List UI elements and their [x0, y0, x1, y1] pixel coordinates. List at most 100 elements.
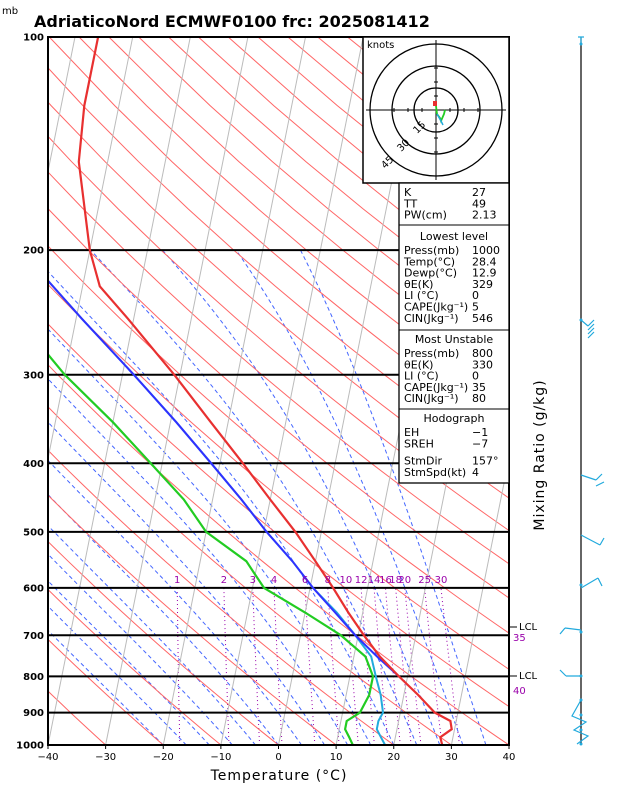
dry-adiabat-line — [48, 638, 164, 745]
pressure-tick-label: 500 — [23, 527, 44, 538]
index-label: Press(mb) — [404, 347, 459, 360]
temperature-tick-label: −10 — [210, 752, 231, 763]
dry-adiabat-line — [48, 207, 509, 599]
mixing-ratio-label: 20 — [398, 575, 411, 586]
index-value: 12.9 — [472, 267, 497, 280]
index-label: StmSpd(kt) — [404, 466, 466, 479]
wind-barb — [580, 473, 605, 487]
index-value: 546 — [472, 312, 493, 325]
wind-barb — [580, 577, 603, 589]
temperature-axis-labels: −40 −30 −20 −10 0 10 20 30 40 — [37, 745, 515, 763]
hodograph: knots 15 30 45 — [362, 36, 510, 184]
mixing-ratio-label: 6 — [302, 575, 308, 586]
hodograph-storm-marker — [433, 101, 437, 106]
index-label: Dewp(°C) — [404, 267, 457, 280]
index-value: 329 — [472, 278, 493, 291]
dry-adiabat-line — [48, 494, 337, 745]
moist-adiabat-line — [48, 270, 395, 745]
wind-barb — [580, 319, 595, 339]
index-value: 5 — [472, 301, 479, 314]
mixing-ratio-label-35: 35 — [513, 633, 526, 644]
mixing-ratio-line — [304, 587, 316, 745]
index-label: θE(K) — [404, 278, 433, 291]
moist-adiabat-line — [90, 249, 418, 745]
wind-level-dot — [579, 42, 583, 46]
dry-adiabat-line — [48, 135, 509, 532]
index-heading: Hodograph — [424, 412, 485, 425]
moist-adiabat-line — [48, 553, 233, 745]
temperature-tick-label: 10 — [330, 752, 343, 763]
dry-adiabat-line — [48, 449, 395, 745]
hodograph-trace-low — [436, 113, 444, 126]
index-label: Press(mb) — [404, 244, 459, 257]
pressure-tick-label: 800 — [23, 672, 44, 683]
dry-adiabat-line — [78, 37, 509, 407]
mixing-ratio-label-40: 40 — [513, 686, 526, 697]
moist-adiabat-line — [48, 524, 256, 745]
index-label: LI (°C) — [404, 289, 439, 302]
pressure-tick-label: 600 — [23, 583, 44, 594]
lcl-upper-label: LCL — [519, 622, 538, 633]
isotherm-line — [0, 37, 17, 745]
dry-adiabat-line — [48, 690, 106, 745]
temperature-tick-label: −40 — [37, 752, 58, 763]
moist-adiabat-line — [48, 629, 164, 745]
index-label: K — [404, 186, 412, 199]
x-axis-label: Temperature (°C) — [210, 768, 348, 784]
mixing-ratio-line — [252, 587, 261, 745]
chart-title: AdriaticoNord ECMWF0100 frc: 2025081412 — [34, 12, 430, 31]
index-value: 800 — [472, 347, 493, 360]
isotherm-line — [48, 37, 134, 461]
index-value: 28.4 — [472, 255, 497, 268]
index-value: 1000 — [472, 244, 500, 257]
wind-barbs — [559, 36, 605, 746]
dry-adiabat-line — [48, 171, 509, 565]
pressure-tick-label: 200 — [23, 246, 44, 257]
dry-adiabat-line — [48, 364, 509, 745]
moist-adiabat-line — [48, 493, 279, 745]
dry-adiabat-line — [48, 406, 452, 745]
moist-adiabat-line — [300, 249, 487, 745]
moist-adiabat-line — [48, 459, 303, 745]
mixing-ratio-label: 30 — [435, 575, 448, 586]
moist-adiabat-line — [235, 249, 464, 745]
dewpoint-line — [48, 352, 375, 745]
mixing-ratio-label: 1 — [174, 575, 180, 586]
index-label: CIN(Jkg⁻¹) — [404, 392, 459, 405]
index-label: StmDir — [404, 455, 443, 468]
wind-level-dot — [579, 698, 583, 702]
wind-level-dot — [579, 318, 583, 322]
index-value: 80 — [472, 392, 486, 405]
isotherm-line — [450, 455, 509, 745]
isotherms — [0, 37, 509, 745]
index-label: Temp(°C) — [403, 255, 455, 268]
index-value: 0 — [472, 370, 479, 383]
dry-adiabat-line — [48, 323, 509, 708]
wind-level-dot — [579, 674, 583, 678]
wind-level-dot — [579, 728, 583, 732]
wind-level-dot — [579, 742, 583, 746]
isotherm-line — [162, 37, 306, 745]
temperature-tick-label: 40 — [503, 752, 516, 763]
index-value: 35 — [472, 381, 486, 394]
mixing-ratio-label: 14 — [368, 575, 381, 586]
dry-adiabat-line — [48, 101, 509, 499]
pressure-tick-label: 300 — [23, 370, 44, 381]
isotherm-line — [220, 37, 364, 745]
isotherm-line — [48, 37, 76, 174]
pressure-tick-label: 900 — [23, 708, 44, 719]
temperature-tick-label: 20 — [387, 752, 400, 763]
isotherm-line — [48, 37, 191, 745]
wind-profile: Mixing Ratio (g/kg) — [532, 36, 605, 746]
mixing-ratio-label: 3 — [250, 575, 256, 586]
mixing-ratio-label: 12 — [355, 575, 368, 586]
temperature-tick-label: −20 — [153, 752, 174, 763]
pressure-axis-labels: 1000 900 800 700 600 500 400 300 200 100 — [16, 33, 44, 752]
index-value: 49 — [472, 197, 486, 210]
index-heading: Lowest level — [420, 230, 488, 243]
mixing-ratio-line — [273, 587, 283, 745]
mixing-ratio-axis-label: Mixing Ratio (g/kg) — [532, 379, 548, 530]
index-label: SREH — [404, 437, 434, 450]
index-value: −1 — [472, 426, 488, 439]
